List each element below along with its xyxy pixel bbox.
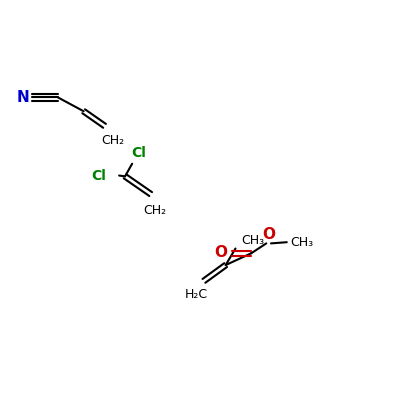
Text: Cl: Cl (131, 146, 146, 160)
Text: O: O (262, 227, 276, 242)
Text: CH₃: CH₃ (291, 236, 314, 249)
Text: O: O (215, 245, 228, 260)
Text: N: N (17, 90, 30, 105)
Text: CH₂: CH₂ (143, 204, 166, 217)
Text: H₂C: H₂C (184, 288, 208, 300)
Text: CH₃: CH₃ (242, 234, 264, 246)
Text: CH₂: CH₂ (101, 134, 124, 147)
Text: Cl: Cl (91, 168, 106, 182)
